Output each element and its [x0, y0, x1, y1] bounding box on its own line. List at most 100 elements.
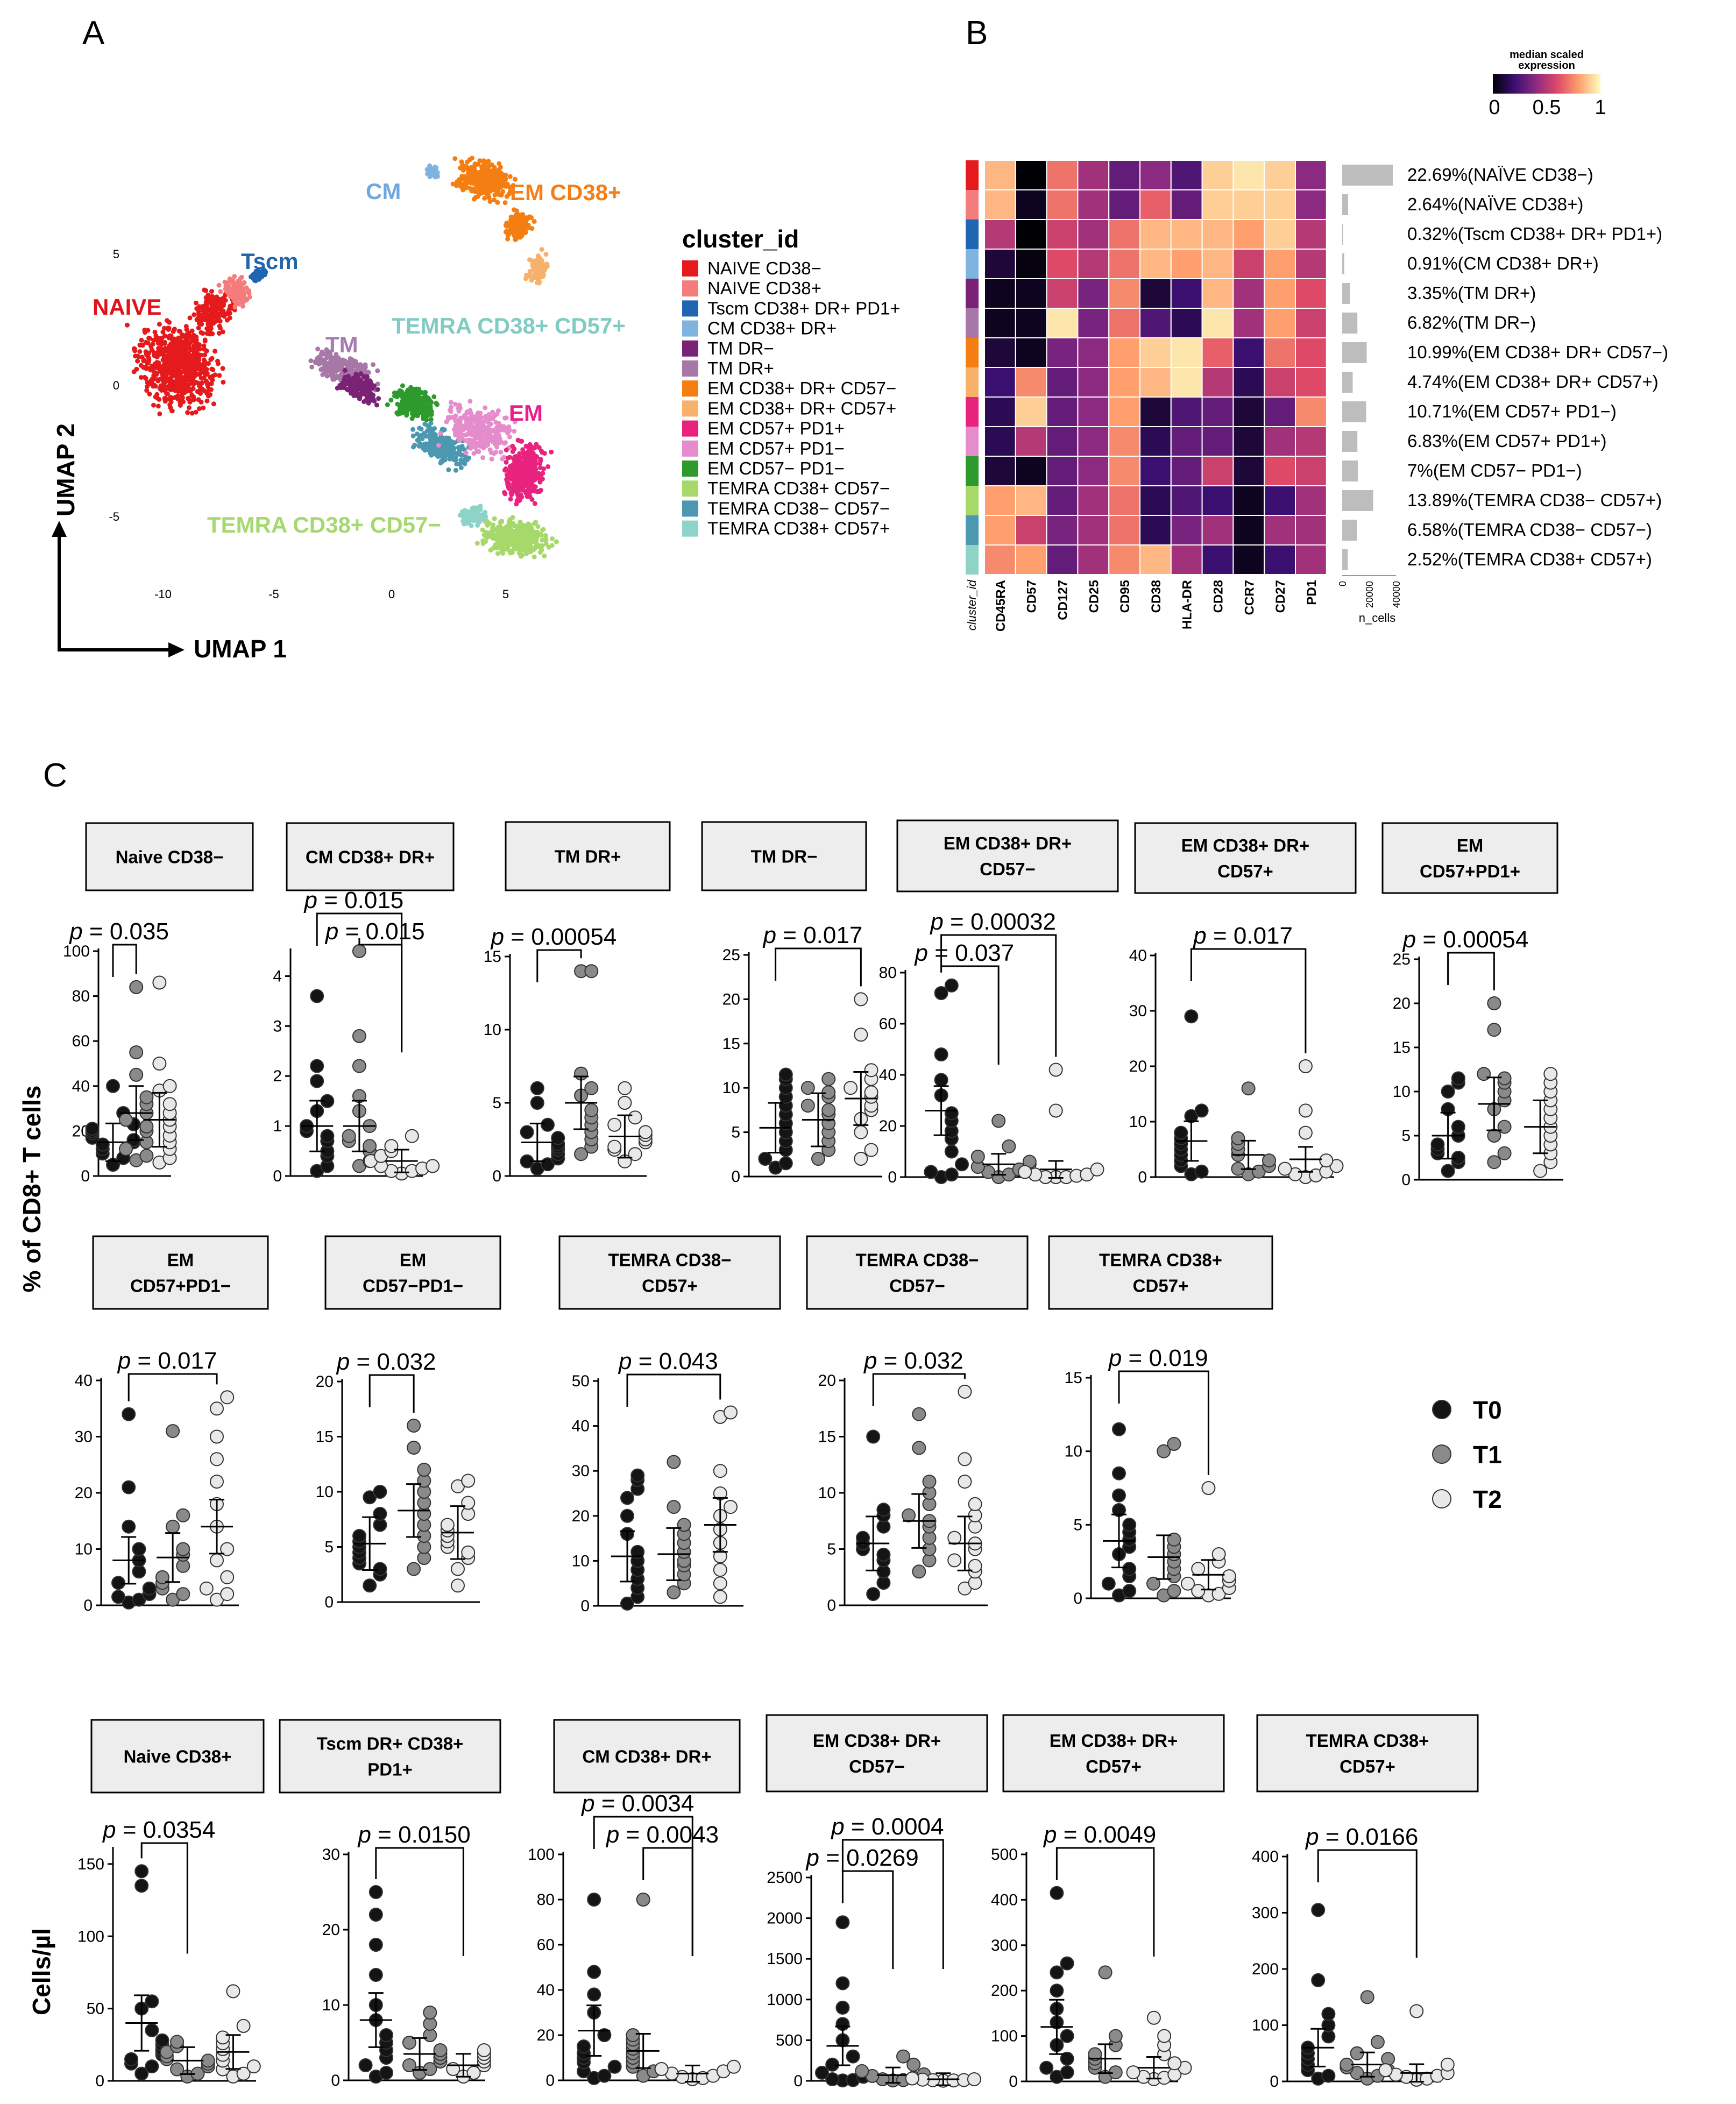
umap-point: [491, 197, 497, 203]
umap-point: [454, 462, 459, 466]
data-point-T1: [433, 2043, 448, 2057]
pvalue-bracket: [1118, 1370, 1209, 1475]
umap-point: [526, 225, 532, 230]
umap-point: [187, 315, 193, 321]
umap-point: [357, 382, 362, 388]
ncells-bar: [1342, 372, 1353, 393]
heatmap-column-label: CD95: [1118, 580, 1132, 613]
heatmap-row-color: [966, 338, 979, 367]
umap-point: [232, 274, 237, 279]
heatmap-cell: [1015, 249, 1047, 279]
heatmap-cell: [1077, 456, 1110, 486]
ncells-axis-label: n_cells: [1359, 611, 1395, 625]
umap-point: [236, 290, 242, 295]
dotplot-title: CD57+PD1+: [1420, 861, 1520, 881]
cluster-percent-label: 6.83%(EM CD57+ PD1+): [1407, 431, 1607, 451]
umap-point: [408, 406, 414, 412]
heatmap-cell: [1232, 189, 1265, 220]
legend-label: TM DR+: [707, 358, 774, 378]
heatmap-cell: [1264, 485, 1296, 516]
umap-point: [374, 402, 379, 408]
cluster-percent-label: 2.52%(TEMRA CD38+ CD57+): [1407, 549, 1652, 569]
umap-point: [533, 520, 538, 525]
dotplot-title: CD57−: [849, 1756, 905, 1776]
data-point-T2: [162, 1097, 177, 1111]
umap-point: [529, 277, 535, 282]
umap-point: [184, 336, 189, 341]
legend-swatch: [682, 520, 698, 537]
data-point-T2: [220, 1587, 235, 1602]
umap-point: [185, 410, 190, 415]
data-point-T0: [934, 1047, 948, 1061]
umap-point: [168, 360, 174, 366]
umap-point: [318, 367, 324, 372]
dotplot-tick-label: 1: [273, 1117, 282, 1135]
umap-point: [488, 185, 493, 190]
dotplot-tick-label: 3: [273, 1017, 282, 1035]
umap-cloud-7: [523, 247, 550, 286]
umap-point: [156, 345, 161, 351]
umap-point: [228, 303, 233, 309]
heatmap-cell: [1201, 367, 1234, 398]
umap-point: [152, 329, 158, 335]
heatmap-cell: [1295, 485, 1327, 516]
legend-label: EM CD57− PD1−: [707, 458, 845, 478]
pvalue-label: p = 0.032: [336, 1349, 436, 1375]
data-point-T0: [1441, 1085, 1455, 1099]
umap-point: [182, 378, 188, 383]
heatmap-cell: [1295, 278, 1327, 309]
cluster-legend-title: cluster_id: [682, 225, 799, 253]
legend-label: EM CD57+ PD1−: [707, 438, 845, 458]
umap-point: [514, 501, 519, 507]
heatmap-cell: [1015, 278, 1047, 309]
pvalue-label: p = 0.017: [1192, 923, 1293, 949]
pvalue-bracket: [127, 1373, 218, 1401]
heatmap-cell: [1264, 544, 1296, 575]
umap-point: [186, 370, 191, 375]
umap-cloud-10: [385, 383, 440, 422]
dotplot-tick-label: 30: [572, 1462, 590, 1480]
data-point-T0: [934, 1073, 948, 1087]
heatmap-cell: [1232, 485, 1265, 516]
umap-point: [487, 199, 493, 204]
heatmap-cell: [1201, 515, 1234, 546]
data-point-T0: [577, 2039, 591, 2053]
heatmap-cell: [984, 189, 1016, 220]
umap-point: [203, 295, 209, 300]
data-point-T2: [236, 2018, 251, 2033]
data-point-T0: [369, 1938, 383, 1952]
umap-point: [398, 388, 402, 393]
umap-axis-ticks: -10 -5 0 550-5: [109, 247, 509, 601]
umap-point: [246, 288, 251, 293]
heatmap-cell: [1108, 426, 1140, 457]
umap-cloud-14: [474, 515, 559, 559]
umap-point: [227, 276, 232, 281]
data-point-T0: [866, 1587, 881, 1602]
umap-point: [506, 519, 512, 525]
heatmap-cell: [984, 396, 1016, 427]
heatmap-cell: [1232, 308, 1265, 338]
data-point-T2: [1211, 1547, 1226, 1561]
umap-point: [502, 467, 507, 473]
data-point-T1: [800, 1099, 815, 1113]
umap-point: [328, 354, 334, 359]
data-point-T0: [587, 1987, 601, 2002]
data-point-T2: [210, 1553, 224, 1568]
heatmap-cell: [1295, 249, 1327, 279]
dotplot-title: CD57−: [980, 859, 1036, 879]
umap-point: [500, 551, 506, 556]
heatmap-cell: [984, 426, 1016, 457]
umap-point: [328, 358, 334, 363]
heatmap-column-label: CD57: [1025, 580, 1039, 613]
dotplot-tick-label: 0: [95, 2072, 104, 2090]
umap-cloud-15: [457, 504, 488, 528]
data-point-T2: [220, 1390, 235, 1405]
umap-point: [135, 358, 140, 364]
umap-point: [309, 364, 315, 370]
dotplot-tick-label: 20: [1393, 995, 1411, 1012]
heatmap-column-label: CD127: [1056, 580, 1071, 620]
umap-point: [209, 304, 215, 309]
ncells-bar: [1342, 253, 1344, 274]
heatmap-cell: [1139, 544, 1172, 575]
